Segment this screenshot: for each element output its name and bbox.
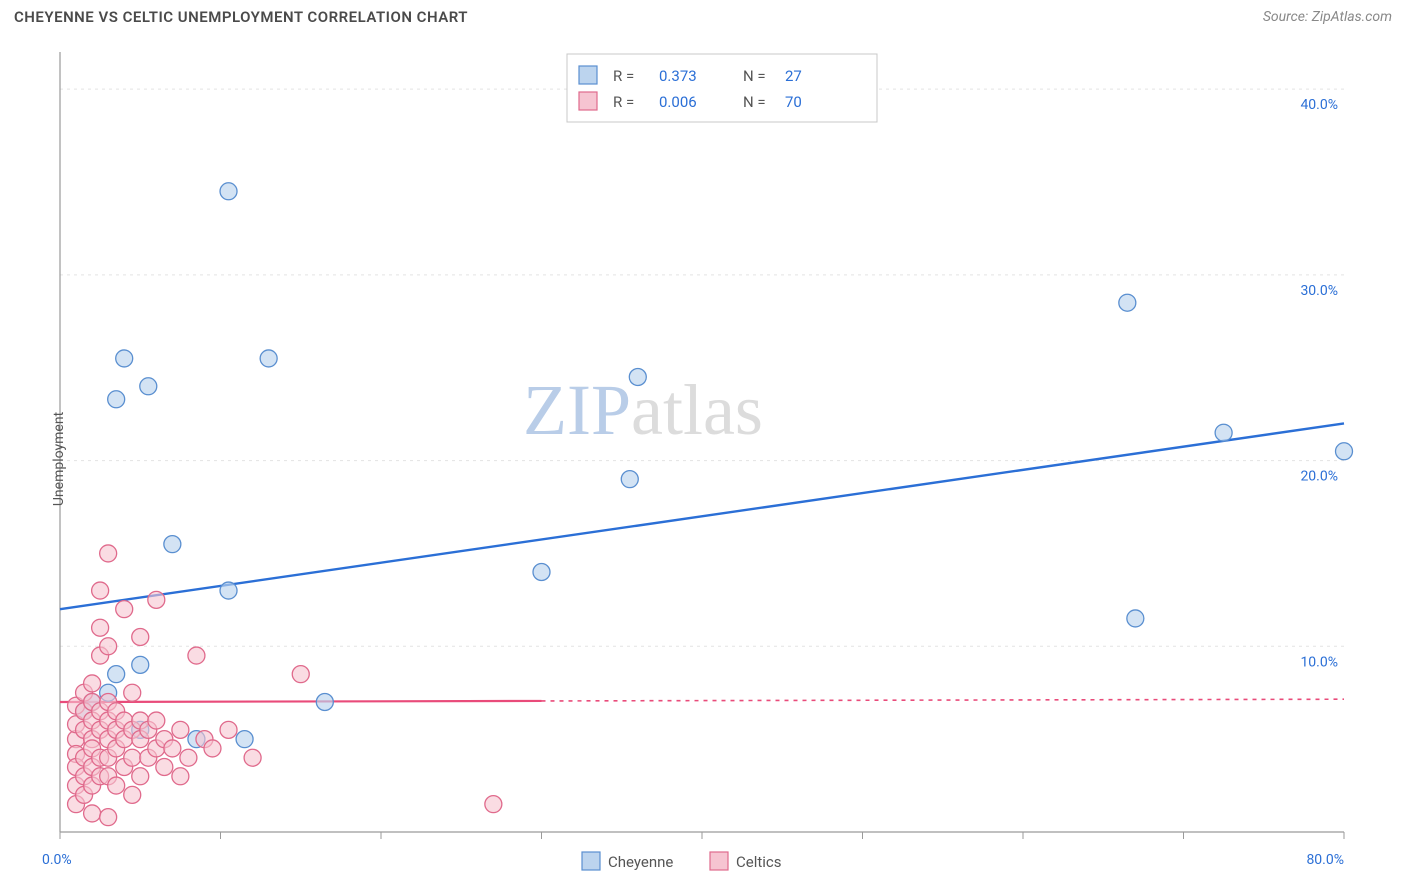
legend-swatch (582, 852, 600, 870)
series-legend: Cheyenne Celtics (582, 852, 782, 871)
data-point (629, 369, 646, 386)
legend-r-label: R = (613, 67, 634, 85)
data-point (100, 809, 117, 826)
data-point (260, 350, 277, 367)
y-tick-label: 20.0% (1300, 469, 1338, 485)
data-point (533, 564, 550, 581)
data-point (316, 694, 333, 711)
source-label: Source: ZipAtlas.com (1263, 9, 1392, 25)
y-tick-label: 30.0% (1300, 283, 1338, 299)
legend-n-label: N = (743, 93, 766, 111)
legend-r-value: 0.006 (659, 93, 697, 111)
data-point (132, 629, 149, 646)
data-point (292, 666, 309, 683)
trend-line-dashed (542, 699, 1345, 701)
chart-container: Unemployment 10.0% 20.0% 30.0% 40.0% 0.0% 80.… (14, 40, 1392, 878)
x-tick-label: 80.0% (1306, 852, 1344, 868)
data-point (100, 545, 117, 562)
y-tick-label: 40.0% (1300, 97, 1338, 113)
data-point (220, 183, 237, 200)
data-point (92, 619, 109, 636)
data-point (1119, 294, 1136, 311)
legend-r-value: 0.373 (659, 67, 697, 85)
data-point (108, 777, 125, 794)
legend-series-label: Celtics (736, 853, 782, 871)
data-point (172, 768, 189, 785)
data-point (1336, 443, 1353, 460)
data-point (84, 675, 101, 692)
data-point (164, 740, 181, 757)
data-point (220, 582, 237, 599)
data-point (124, 749, 141, 766)
data-point (220, 721, 237, 738)
legend-series-label: Cheyenne (608, 853, 673, 871)
data-point (92, 582, 109, 599)
data-point (140, 378, 157, 395)
data-point (116, 350, 133, 367)
data-point (156, 759, 173, 776)
data-point (124, 786, 141, 803)
data-point (621, 471, 638, 488)
legend-n-label: N = (743, 67, 766, 85)
data-point (164, 536, 181, 553)
correlation-legend: R = 0.373 N = 27 R = 0.006 N = 70 (567, 54, 877, 122)
data-point (100, 638, 117, 655)
data-point (188, 647, 205, 664)
y-tick-label: 10.0% (1300, 654, 1338, 670)
data-point (116, 601, 133, 618)
scatter-chart: 10.0% 20.0% 30.0% 40.0% 0.0% 80.0% R = 0.373 N =… (14, 40, 1392, 878)
data-point (148, 712, 165, 729)
data-point (124, 684, 141, 701)
chart-title: CHEYENNE VS CELTIC UNEMPLOYMENT CORRELAT… (14, 8, 468, 26)
data-point (244, 749, 261, 766)
data-point (236, 731, 253, 748)
legend-n-value: 70 (785, 93, 802, 111)
trend-line (60, 423, 1344, 609)
legend-swatch (710, 852, 728, 870)
data-point (180, 749, 197, 766)
data-point (485, 796, 502, 813)
x-tick-label: 0.0% (42, 852, 72, 868)
data-point (1127, 610, 1144, 627)
legend-swatch (579, 66, 597, 84)
data-point (132, 656, 149, 673)
data-point (204, 740, 221, 757)
data-point (132, 768, 149, 785)
data-point (108, 391, 125, 408)
data-point (84, 805, 101, 822)
data-point (108, 666, 125, 683)
data-point (148, 591, 165, 608)
data-point (1215, 424, 1232, 441)
y-axis-label: Unemployment (51, 412, 67, 506)
legend-r-label: R = (613, 93, 634, 111)
data-point (172, 721, 189, 738)
legend-swatch (579, 92, 597, 110)
legend-n-value: 27 (785, 67, 802, 85)
